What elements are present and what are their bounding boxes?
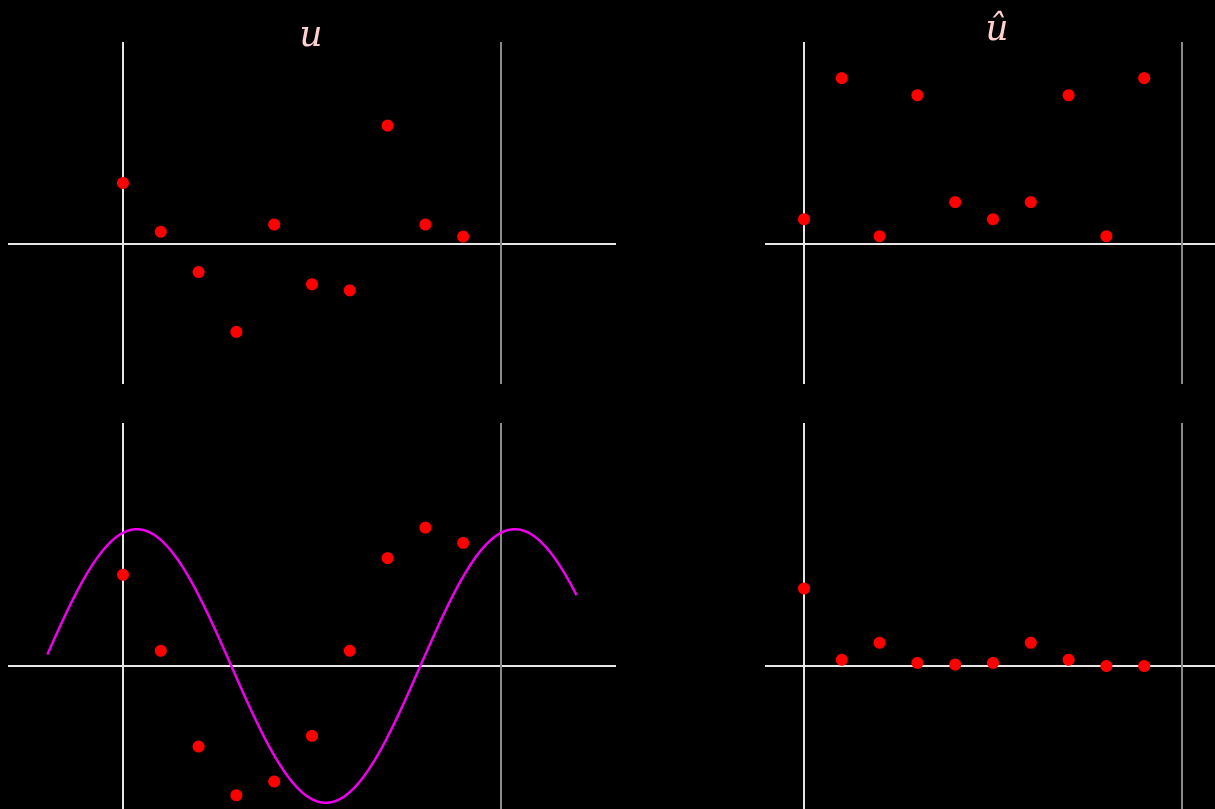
panel-interpolant-point-1 (154, 644, 167, 657)
panel-spectrum-point-3 (911, 656, 924, 669)
panel-spectrum-point-6 (1024, 636, 1037, 649)
panel-spectrum-point-0 (798, 582, 810, 595)
panel-interpolant-point-5 (306, 729, 318, 742)
panel-u-point-3 (230, 325, 243, 338)
panel-interpolant-point-4 (268, 775, 281, 788)
panel-interpolant-point-0 (117, 568, 129, 581)
panel-u-hat: û (765, 8, 1215, 384)
panel-spectrum-point-9 (1138, 660, 1151, 672)
panel-spectrum-point-8 (1100, 660, 1113, 672)
panel-u-hat-point-5 (987, 213, 999, 226)
panel-u-hat-points (798, 72, 1151, 243)
panel-u-point-6 (343, 284, 356, 297)
panel-u-hat-point-9 (1138, 72, 1151, 85)
panel-spectrum-point-2 (873, 636, 886, 649)
panel-interpolant-point-7 (381, 552, 394, 565)
panel-u-hat-point-4 (949, 196, 962, 209)
panel-u: u (8, 14, 616, 384)
panel-spectrum (765, 423, 1215, 809)
panel-interpolant-point-6 (343, 644, 356, 657)
panel-spectrum-point-1 (835, 653, 848, 666)
panel-u-point-4 (268, 218, 281, 231)
panel-spectrum-point-7 (1062, 653, 1075, 666)
panel-u-point-8 (419, 218, 432, 231)
panel-u-hat-point-1 (835, 72, 848, 85)
panel-interpolant-point-9 (457, 536, 470, 549)
panel-interpolant-curve (46, 527, 578, 805)
panel-u-title: u (299, 14, 322, 55)
panel-u-hat-point-0 (798, 213, 810, 226)
panel-spectrum-points (798, 582, 1151, 672)
panel-interpolant-point-3 (230, 789, 243, 802)
panel-u-hat-point-2 (873, 230, 886, 243)
panel-u-hat-point-7 (1062, 89, 1075, 102)
panel-u-hat-point-8 (1100, 230, 1113, 243)
panel-u-hat-point-6 (1024, 196, 1037, 209)
panel-u-point-7 (381, 119, 394, 132)
panel-u-point-1 (154, 225, 167, 238)
panel-u-point-2 (192, 266, 205, 279)
panel-u-hat-title: û (985, 8, 1008, 49)
panel-spectrum-point-4 (949, 658, 962, 671)
panel-u-point-5 (306, 278, 318, 291)
panel-u-point-9 (457, 230, 470, 243)
panel-interpolant (8, 423, 616, 809)
panel-interpolant-points (117, 521, 470, 802)
panel-spectrum-point-5 (987, 656, 999, 669)
panel-u-point-0 (117, 177, 129, 189)
panel-interpolant-point-2 (192, 740, 205, 753)
panel-u-points (117, 119, 470, 338)
panel-interpolant-point-8 (419, 521, 432, 534)
panel-u-hat-point-3 (911, 89, 924, 102)
